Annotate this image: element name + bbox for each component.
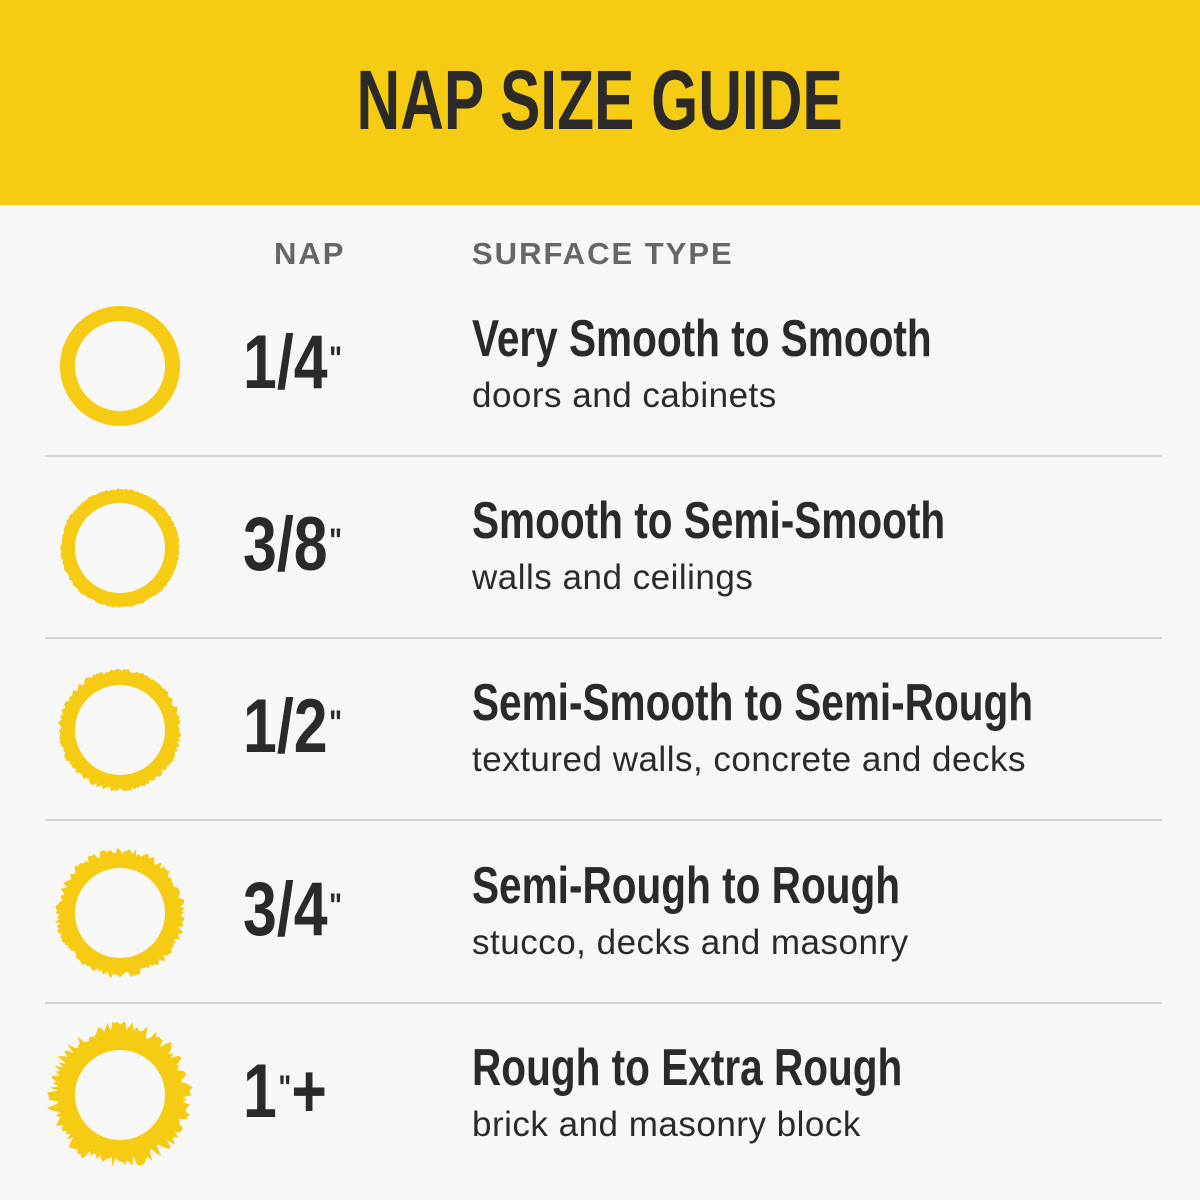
inch-mark: ": [329, 704, 343, 742]
list-item: 3/4" Semi-Rough to Rough stucco, decks a…: [0, 822, 1200, 1004]
nap-ring-icon: [60, 488, 180, 608]
surface-type: Smooth to Semi-Smooth: [472, 492, 946, 550]
row-divider: [45, 1002, 1162, 1004]
surface-examples: brick and masonry block: [472, 1105, 861, 1144]
nap-size: 1/2": [243, 687, 342, 767]
nap-value: 3/4: [243, 867, 328, 952]
nap-value: 1: [243, 1049, 277, 1134]
inch-mark: ": [329, 887, 343, 925]
surface-examples: textured walls, concrete and decks: [472, 740, 1026, 779]
nap-value: 1/4: [243, 320, 328, 405]
nap-size: 3/4": [243, 870, 342, 950]
page-title: NAP SIZE GUIDE: [0, 52, 1200, 148]
nap-size: 1"+: [243, 1052, 327, 1132]
list-item: 1/4" Very Smooth to Smooth doors and cab…: [0, 275, 1200, 457]
inch-mark: ": [329, 340, 343, 378]
list-item: 3/8" Smooth to Semi-Smooth walls and cei…: [0, 457, 1200, 639]
nap-ring-icon: [47, 1021, 193, 1167]
nap-size: 3/8": [243, 505, 342, 585]
inch-mark: ": [278, 1069, 292, 1107]
surface-type: Very Smooth to Smooth: [472, 310, 932, 368]
header-banner: NAP SIZE GUIDE: [0, 0, 1200, 205]
column-header-surface: SURFACE TYPE: [472, 236, 734, 271]
list-item: 1"+ Rough to Extra Rough brick and mason…: [0, 1004, 1200, 1186]
nap-value: 3/8: [243, 502, 328, 587]
surface-examples: doors and cabinets: [472, 376, 777, 415]
surface-type: Rough to Extra Rough: [472, 1039, 903, 1097]
list-item: 1/2" Semi-Smooth to Semi-Rough textured …: [0, 639, 1200, 821]
nap-ring-icon: [54, 847, 185, 979]
surface-type: Semi-Smooth to Semi-Rough: [472, 674, 1034, 732]
nap-suffix: +: [291, 1049, 327, 1134]
inch-mark: ": [329, 522, 343, 560]
nap-value: 1/2: [243, 684, 328, 769]
nap-ring-icon: [60, 306, 180, 426]
surface-type: Semi-Rough to Rough: [472, 857, 901, 915]
row-divider: [45, 637, 1162, 639]
surface-examples: stucco, decks and masonry: [472, 923, 909, 962]
column-header-nap: NAP: [274, 236, 346, 271]
page-title-text: NAP SIZE GUIDE: [356, 53, 844, 147]
row-divider: [45, 819, 1162, 821]
nap-ring-icon: [58, 668, 181, 792]
row-divider: [45, 455, 1162, 457]
surface-examples: walls and ceilings: [472, 558, 754, 597]
nap-size: 1/4": [243, 323, 342, 403]
